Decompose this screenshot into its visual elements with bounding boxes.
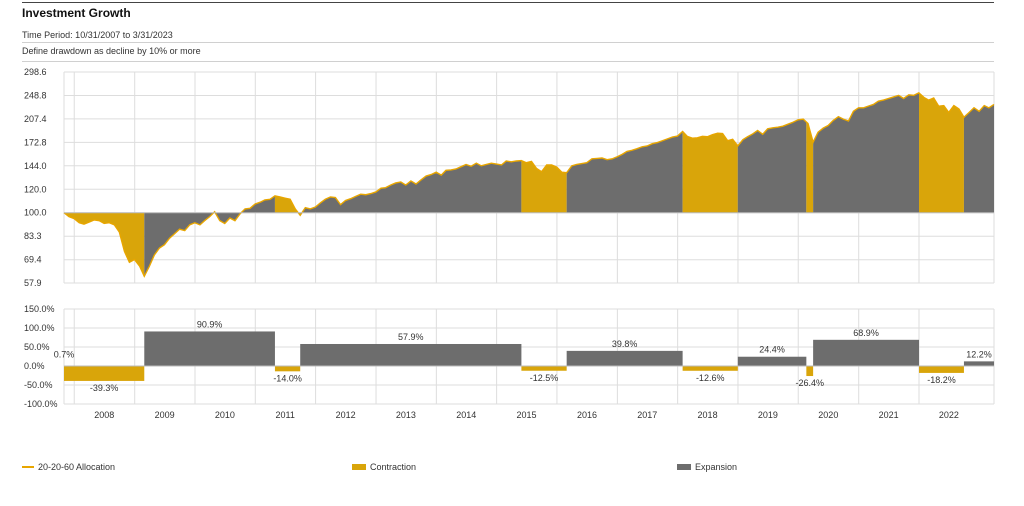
- chart-title: Investment Growth: [22, 6, 131, 20]
- x-tick-label: 2021: [879, 410, 899, 420]
- legend-item-contraction: Contraction: [352, 462, 416, 472]
- bar-value-label: -18.2%: [927, 375, 956, 385]
- bar-value-label: -12.5%: [530, 373, 559, 383]
- y-tick-label-bottom: 150.0%: [24, 304, 55, 314]
- contraction-area: [64, 212, 145, 277]
- bar-value-label: 12.2%: [966, 349, 992, 359]
- bar-value-label: -39.3%: [90, 383, 119, 393]
- legend-item-expansion: Expansion: [677, 462, 737, 472]
- time-period: Time Period: 10/31/2007 to 3/31/2023: [22, 30, 173, 40]
- expansion-area: [300, 160, 522, 216]
- legend-item-allocation: 20-20-60 Allocation: [22, 462, 115, 472]
- contraction-area: [806, 122, 814, 213]
- expansion-area: [737, 119, 807, 213]
- bar-value-label: -12.6%: [696, 373, 725, 383]
- expansion-area: [963, 104, 994, 213]
- drawdown-definition: Define drawdown as decline by 10% or mor…: [22, 46, 201, 56]
- x-tick-label: 2008: [94, 410, 114, 420]
- contraction-area: [274, 195, 301, 216]
- legend-label-expansion: Expansion: [695, 462, 738, 472]
- x-tick-label: 2019: [758, 410, 778, 420]
- expansion-bar: [813, 339, 920, 366]
- expansion-bar: [144, 331, 275, 366]
- bar-value-label: 39.8%: [612, 339, 638, 349]
- y-tick-label-top: 100.0: [24, 208, 47, 218]
- x-tick-label: 2009: [155, 410, 175, 420]
- x-tick-label: 2010: [215, 410, 235, 420]
- contraction-bar: [64, 366, 145, 381]
- legend-label-contraction: Contraction: [370, 462, 417, 472]
- expansion-bar: [300, 343, 522, 366]
- expansion-bar: [737, 356, 807, 366]
- bar-value-label: 90.9%: [197, 319, 223, 329]
- contraction-bar: [919, 366, 964, 373]
- bar-value-label: 68.9%: [853, 328, 879, 338]
- x-tick-label: 2020: [818, 410, 838, 420]
- x-tick-label: 2018: [698, 410, 718, 420]
- top-rule: [22, 2, 994, 3]
- legend-contraction-swatch: [352, 464, 366, 470]
- contraction-area: [682, 131, 738, 213]
- header-divider-2: [22, 61, 994, 62]
- y-tick-label-bottom: 50.0%: [24, 342, 50, 352]
- contraction-bar: [806, 366, 814, 377]
- x-tick-label: 2011: [276, 410, 295, 420]
- y-tick-label-bottom: -50.0%: [24, 380, 53, 390]
- bar-value-label: 0.7%: [54, 350, 75, 360]
- expansion-bar: [566, 350, 683, 366]
- y-tick-label-top: 172.8: [24, 137, 47, 147]
- legend-label-allocation: 20-20-60 Allocation: [38, 462, 116, 472]
- y-tick-label-top: 248.8: [24, 90, 47, 100]
- x-tick-label: 2015: [517, 410, 537, 420]
- y-tick-label-top: 120.0: [24, 184, 47, 194]
- y-tick-label-top: 83.3: [24, 231, 42, 241]
- bar-value-label: -26.4%: [795, 378, 824, 388]
- x-tick-label: 2016: [577, 410, 597, 420]
- y-tick-label-bottom: 0.0%: [24, 361, 45, 371]
- contraction-bar: [682, 366, 738, 371]
- y-tick-label-bottom: -100.0%: [24, 399, 58, 409]
- y-tick-label-top: 207.4: [24, 114, 47, 124]
- bar-value-label: -14.0%: [273, 373, 302, 383]
- expansion-area: [144, 195, 275, 277]
- y-tick-label-top: 298.6: [24, 67, 47, 77]
- bar-value-label: 24.4%: [759, 345, 785, 355]
- x-tick-label: 2014: [456, 410, 476, 420]
- contraction-area: [521, 160, 567, 213]
- x-tick-label: 2017: [637, 410, 657, 420]
- bar-value-label: 57.9%: [398, 332, 424, 342]
- contraction-area: [919, 92, 964, 213]
- expansion-area: [566, 131, 683, 213]
- legend-expansion-swatch: [677, 464, 691, 470]
- y-tick-label-top: 69.4: [24, 255, 42, 265]
- header-divider: [22, 42, 994, 43]
- y-tick-label-bottom: 100.0%: [24, 323, 55, 333]
- y-tick-label-top: 144.0: [24, 161, 47, 171]
- legend-line-swatch: [22, 466, 34, 468]
- allocation-line: [63, 91, 995, 278]
- y-tick-label-top: 57.9: [24, 278, 42, 288]
- x-tick-label: 2022: [939, 410, 959, 420]
- contraction-bar: [521, 366, 567, 371]
- contraction-bar: [274, 366, 301, 372]
- expansion-area: [813, 92, 920, 213]
- expansion-bar: [963, 361, 994, 366]
- x-tick-label: 2013: [396, 410, 416, 420]
- x-tick-label: 2012: [336, 410, 356, 420]
